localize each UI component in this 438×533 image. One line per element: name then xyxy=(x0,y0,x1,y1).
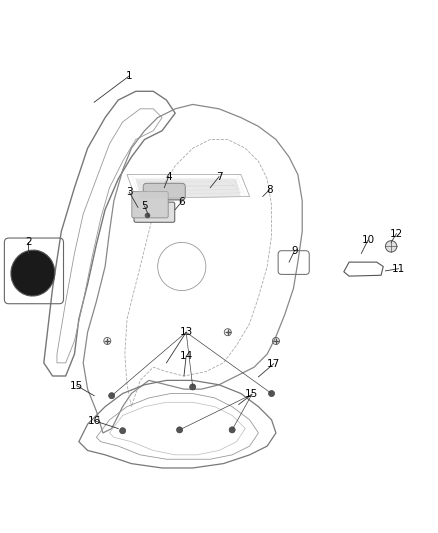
Text: 12: 12 xyxy=(390,229,403,239)
Circle shape xyxy=(177,427,183,433)
Text: 13: 13 xyxy=(180,327,193,337)
Text: 14: 14 xyxy=(180,351,193,361)
Circle shape xyxy=(120,427,126,434)
Circle shape xyxy=(268,391,275,397)
Text: 15: 15 xyxy=(70,381,83,391)
Text: 16: 16 xyxy=(88,416,101,426)
Text: 5: 5 xyxy=(141,201,148,211)
Text: 1: 1 xyxy=(126,71,133,81)
FancyBboxPatch shape xyxy=(143,183,185,200)
Text: 11: 11 xyxy=(392,264,405,273)
FancyBboxPatch shape xyxy=(132,191,168,218)
Text: 10: 10 xyxy=(361,235,374,245)
Circle shape xyxy=(229,427,235,433)
Text: 8: 8 xyxy=(266,185,273,195)
Polygon shape xyxy=(136,179,241,199)
Text: 7: 7 xyxy=(215,172,223,182)
Circle shape xyxy=(109,393,115,399)
Circle shape xyxy=(190,384,196,390)
Text: 9: 9 xyxy=(291,246,298,256)
Text: 3: 3 xyxy=(126,187,133,197)
Text: 15: 15 xyxy=(245,390,258,399)
Text: 17: 17 xyxy=(267,359,280,369)
Text: 2: 2 xyxy=(25,237,32,247)
Circle shape xyxy=(385,241,397,252)
FancyBboxPatch shape xyxy=(134,202,175,222)
Ellipse shape xyxy=(11,250,55,296)
Text: 6: 6 xyxy=(178,197,185,207)
Text: 4: 4 xyxy=(165,172,172,182)
